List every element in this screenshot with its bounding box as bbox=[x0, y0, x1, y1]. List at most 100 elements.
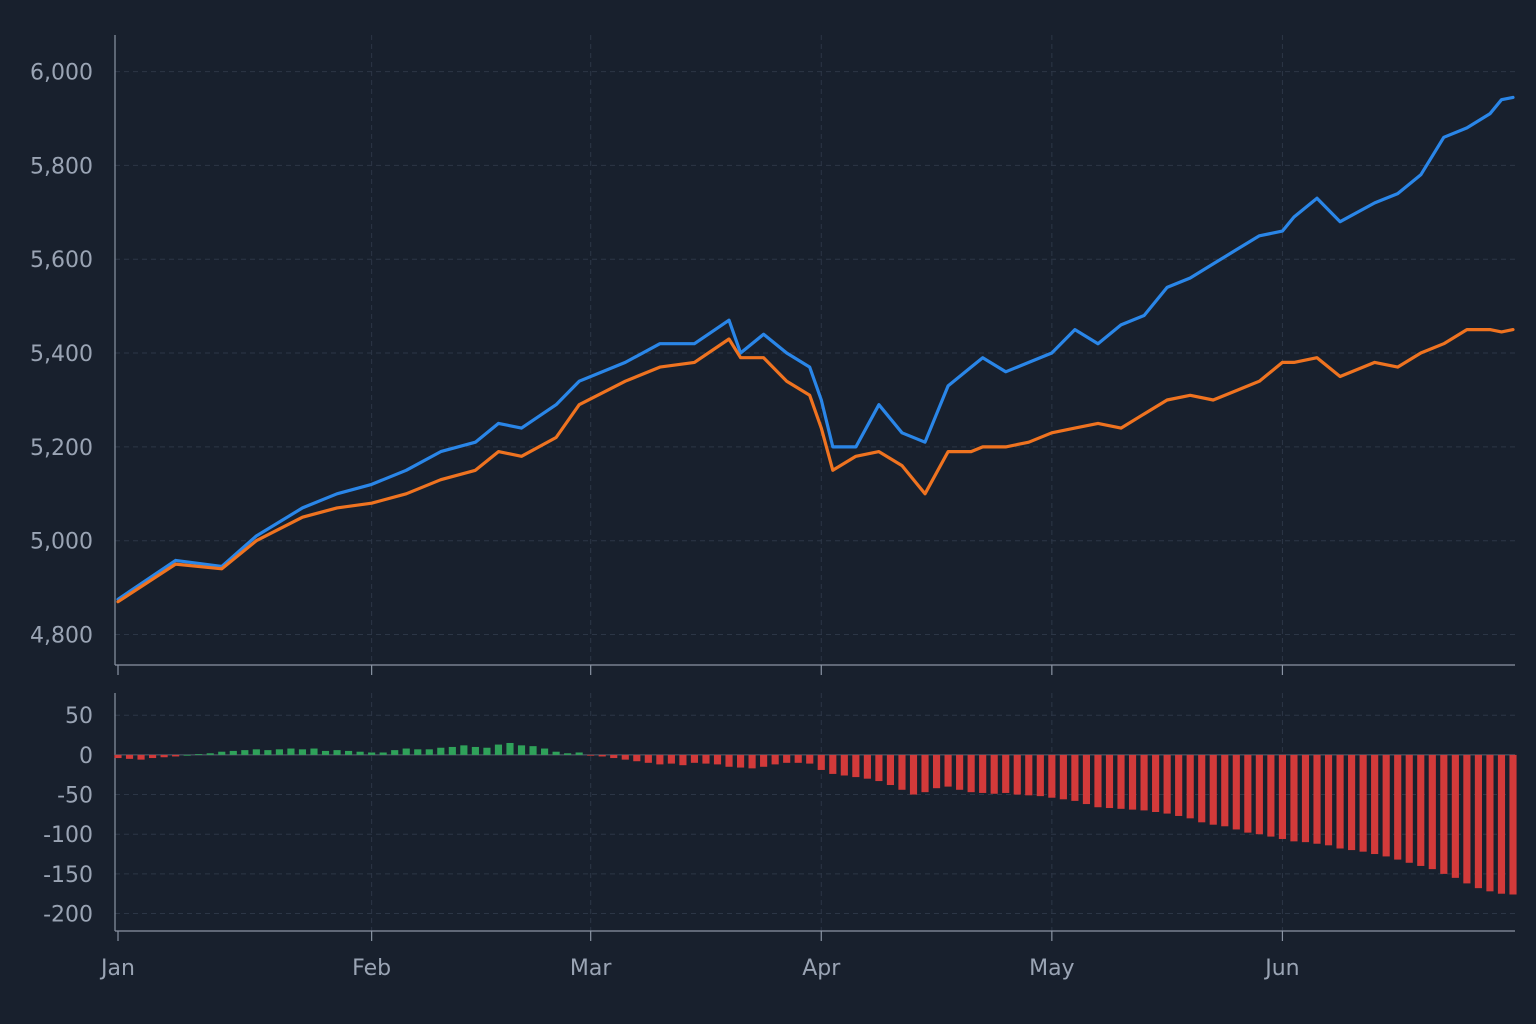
difference-bar bbox=[402, 748, 410, 755]
difference-bar bbox=[1509, 754, 1517, 895]
difference-bar bbox=[1382, 754, 1390, 857]
y-tick-label-top: 5,200 bbox=[30, 436, 93, 461]
difference-bar bbox=[345, 750, 353, 755]
difference-bar bbox=[517, 745, 526, 755]
difference-bar bbox=[875, 754, 883, 782]
difference-bar bbox=[437, 747, 445, 755]
y-tick-label-bottom: -200 bbox=[43, 903, 93, 928]
difference-bar bbox=[1301, 754, 1310, 843]
difference-bar bbox=[644, 754, 652, 763]
difference-bar bbox=[656, 754, 664, 765]
difference-bar bbox=[1267, 754, 1275, 837]
difference-bar bbox=[1094, 754, 1102, 808]
difference-bar bbox=[1175, 754, 1183, 816]
difference-bar bbox=[448, 746, 456, 755]
difference-bar bbox=[1359, 754, 1367, 852]
difference-bar bbox=[587, 754, 595, 756]
difference-bar bbox=[125, 754, 134, 759]
difference-bar bbox=[1209, 754, 1217, 825]
difference-bar bbox=[852, 754, 860, 778]
difference-bar bbox=[1313, 754, 1321, 844]
difference-bar bbox=[298, 749, 307, 755]
difference-bar bbox=[1474, 754, 1482, 889]
difference-bar bbox=[794, 754, 802, 763]
y-tick-label-top: 5,600 bbox=[30, 248, 93, 273]
difference-bar bbox=[829, 754, 837, 774]
difference-bar bbox=[667, 754, 675, 764]
difference-bar bbox=[1105, 754, 1114, 809]
y-tick-label-top: 5,800 bbox=[30, 154, 93, 179]
tick-labels: 4,800 5,000 5,200 5,400 5,600 5,800 6,000 50 0 -5… bbox=[30, 61, 1300, 981]
difference-bar bbox=[149, 754, 157, 759]
difference-bar bbox=[1013, 754, 1021, 795]
difference-bar bbox=[1036, 754, 1044, 797]
difference-bar bbox=[736, 754, 745, 768]
difference-bar bbox=[598, 754, 606, 757]
difference-bar bbox=[1417, 754, 1425, 866]
difference-bar bbox=[1198, 754, 1206, 823]
difference-bar bbox=[1002, 754, 1010, 793]
difference-bar bbox=[898, 754, 906, 790]
difference-bar bbox=[575, 752, 583, 755]
difference-bar bbox=[1244, 754, 1252, 833]
difference-bar bbox=[414, 749, 422, 755]
difference-bars bbox=[114, 742, 1517, 895]
series-b-line bbox=[116, 328, 1515, 604]
difference-bar bbox=[1163, 754, 1171, 814]
difference-bar bbox=[114, 754, 122, 759]
difference-bar bbox=[264, 750, 272, 755]
difference-bar bbox=[760, 754, 768, 767]
difference-bar bbox=[806, 754, 814, 764]
difference-bar bbox=[1071, 754, 1079, 801]
y-tick-label-top: 5,400 bbox=[30, 342, 93, 367]
difference-bar bbox=[1048, 754, 1056, 798]
series-a-line bbox=[116, 95, 1515, 601]
difference-bar bbox=[356, 751, 364, 755]
difference-bar bbox=[1348, 754, 1356, 851]
x-tick-label: May bbox=[1029, 956, 1074, 981]
x-tick-label: Jun bbox=[1263, 956, 1299, 981]
difference-bar bbox=[621, 754, 629, 760]
difference-bar bbox=[160, 754, 168, 758]
difference-bar bbox=[287, 748, 295, 755]
difference-bar bbox=[529, 746, 537, 755]
difference-bar bbox=[195, 754, 203, 755]
difference-bar bbox=[1371, 754, 1379, 855]
difference-bar bbox=[886, 754, 895, 786]
difference-bar bbox=[1497, 754, 1506, 894]
y-tick-label-top: 6,000 bbox=[30, 61, 93, 86]
difference-bar bbox=[552, 751, 560, 755]
difference-bar bbox=[229, 750, 237, 755]
difference-bar bbox=[1140, 754, 1148, 811]
x-tick-label: Jan bbox=[99, 956, 135, 981]
difference-bar bbox=[252, 749, 260, 755]
difference-bar bbox=[967, 754, 975, 793]
difference-bar bbox=[1440, 754, 1448, 874]
difference-bar bbox=[333, 750, 341, 755]
difference-bar bbox=[932, 754, 941, 789]
difference-bar bbox=[1152, 754, 1160, 812]
difference-bar bbox=[310, 748, 318, 755]
difference-bar bbox=[944, 754, 952, 787]
difference-bar bbox=[137, 754, 145, 760]
difference-bar bbox=[725, 754, 733, 767]
difference-bar bbox=[460, 745, 468, 755]
difference-bar bbox=[241, 750, 249, 755]
y-tick-label-top: 4,800 bbox=[30, 624, 93, 649]
difference-bar bbox=[506, 742, 514, 755]
difference-bar bbox=[183, 754, 191, 756]
grid bbox=[115, 35, 1515, 931]
difference-bar bbox=[1336, 754, 1344, 849]
difference-bar bbox=[863, 754, 871, 779]
difference-bar bbox=[564, 753, 572, 755]
difference-bar bbox=[1324, 754, 1333, 846]
difference-bar bbox=[713, 754, 722, 765]
difference-bar bbox=[1278, 754, 1286, 839]
y-tick-label-bottom: 0 bbox=[79, 744, 93, 769]
difference-bar bbox=[748, 754, 756, 769]
difference-bar bbox=[1221, 754, 1229, 827]
x-tick-label: Apr bbox=[802, 956, 841, 981]
price-lines bbox=[116, 95, 1515, 604]
